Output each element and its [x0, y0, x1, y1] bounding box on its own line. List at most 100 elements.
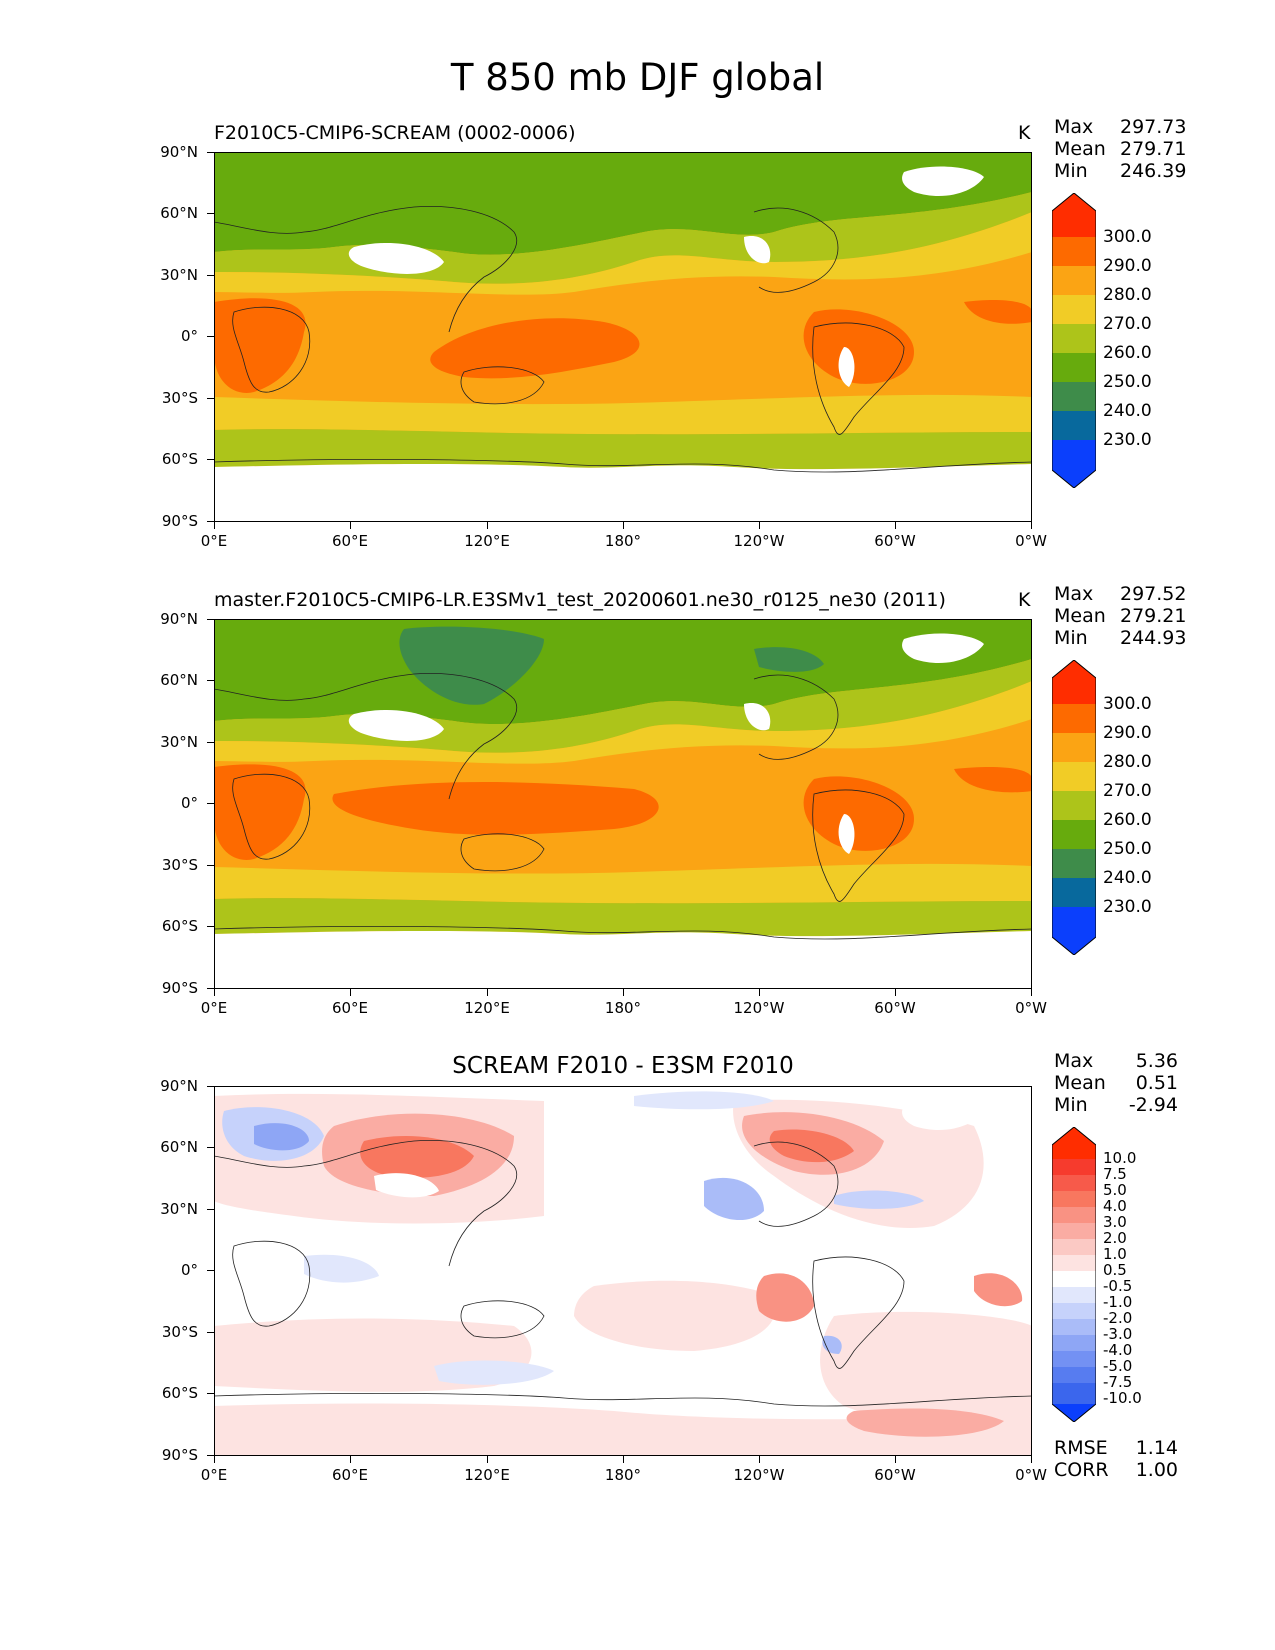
colorbar [1052, 1127, 1096, 1422]
colorbar-tick: 1.0 [1103, 1245, 1127, 1263]
y-tick-mark [207, 1147, 214, 1148]
colorbar-tick: -3.0 [1103, 1325, 1133, 1343]
x-tick-label: 180° [604, 1466, 642, 1484]
y-tick-label: 30°S [161, 389, 198, 407]
max-label: Max [1054, 1050, 1094, 1072]
y-tick-mark [207, 988, 214, 989]
mean-label: Mean [1054, 138, 1106, 160]
y-tick-label: 30°S [161, 1323, 198, 1341]
y-tick-mark [207, 459, 214, 460]
difference-map [214, 1086, 1032, 1456]
y-tick-mark [207, 398, 214, 399]
colorbar-tick: -1.0 [1103, 1293, 1133, 1311]
x-tick-mark [759, 1456, 760, 1463]
x-tick-mark [487, 989, 488, 996]
y-tick-mark [207, 680, 214, 681]
x-tick-mark [214, 1456, 215, 1463]
colorbar-tick: -7.5 [1103, 1373, 1133, 1391]
y-tick-label: 30°N [160, 266, 198, 284]
panel-title: SCREAM F2010 - E3SM F2010 [452, 1053, 794, 1079]
colorbar-tick: 290.0 [1103, 256, 1152, 276]
x-tick-mark [350, 1456, 351, 1463]
max-value: 297.52 [1120, 583, 1187, 605]
temperature-map [214, 152, 1032, 522]
max-value: 5.36 [1135, 1050, 1178, 1072]
x-tick-mark [623, 522, 624, 529]
x-tick-label: 60°W [874, 1466, 916, 1484]
max-label: Max [1054, 583, 1094, 605]
colorbar-tick: 250.0 [1103, 839, 1152, 859]
y-tick-label: 90°N [160, 1077, 198, 1095]
max-label: Max [1054, 116, 1094, 138]
colorbar-tick: 250.0 [1103, 372, 1152, 392]
y-tick-label: 90°S [161, 979, 198, 997]
colorbar-tick: 270.0 [1103, 314, 1152, 334]
colorbar-tick: 7.5 [1103, 1165, 1127, 1183]
y-tick-mark [207, 803, 214, 804]
y-tick-label: 60°S [161, 917, 198, 935]
colorbar-tick: 260.0 [1103, 810, 1152, 830]
x-tick-mark [1031, 522, 1032, 529]
min-value: 244.93 [1120, 627, 1187, 649]
mean-label: Mean [1054, 1072, 1106, 1094]
min-value: -2.94 [1128, 1094, 1178, 1116]
y-tick-label: 60°S [161, 450, 198, 468]
y-tick-mark [207, 213, 214, 214]
colorbar-tick: 240.0 [1103, 868, 1152, 888]
colorbar-tick: 10.0 [1103, 1149, 1137, 1167]
figure-title: T 850 mb DJF global [450, 56, 825, 99]
y-tick-mark [207, 1455, 214, 1456]
y-tick-mark [207, 152, 214, 153]
colorbar-tick: 270.0 [1103, 781, 1152, 801]
x-tick-mark [350, 522, 351, 529]
y-tick-label: 60°N [160, 671, 198, 689]
x-tick-mark [895, 522, 896, 529]
colorbar-tick: 280.0 [1103, 752, 1152, 772]
x-tick-label: 60°E [331, 1466, 369, 1484]
x-tick-label: 180° [604, 999, 642, 1017]
y-tick-mark [207, 1086, 214, 1087]
y-tick-mark [207, 865, 214, 866]
x-tick-mark [759, 522, 760, 529]
colorbar-tick: -2.0 [1103, 1309, 1133, 1327]
colorbar-tick: 260.0 [1103, 343, 1152, 363]
units-label: K [1018, 122, 1031, 144]
x-tick-mark [214, 522, 215, 529]
y-tick-mark [207, 926, 214, 927]
x-tick-mark [1031, 1456, 1032, 1463]
x-tick-label: 60°E [331, 999, 369, 1017]
x-tick-mark [1031, 989, 1032, 996]
x-tick-label: 180° [604, 532, 642, 550]
mean-value: 279.71 [1120, 138, 1187, 160]
rmse-label: RMSE [1054, 1437, 1108, 1459]
min-label: Min [1054, 627, 1088, 649]
colorbar-tick: 230.0 [1103, 430, 1152, 450]
x-tick-mark [487, 522, 488, 529]
x-tick-label: 120°E [464, 999, 510, 1017]
x-tick-label: 60°E [331, 532, 369, 550]
colorbar-tick: 240.0 [1103, 401, 1152, 421]
colorbar-tick: 0.5 [1103, 1261, 1127, 1279]
y-tick-label: 0° [180, 1261, 198, 1279]
colorbar-tick: 3.0 [1103, 1213, 1127, 1231]
x-tick-mark [623, 1456, 624, 1463]
colorbar [1052, 193, 1096, 488]
colorbar-tick: 4.0 [1103, 1197, 1127, 1215]
x-tick-label: 0°W [1015, 532, 1047, 550]
units-label: K [1018, 589, 1031, 611]
y-tick-mark [207, 1332, 214, 1333]
max-value: 297.73 [1120, 116, 1187, 138]
x-tick-mark [623, 989, 624, 996]
colorbar-tick: 290.0 [1103, 723, 1152, 743]
x-tick-label: 120°E [464, 532, 510, 550]
colorbar-tick: -5.0 [1103, 1357, 1133, 1375]
y-tick-mark [207, 275, 214, 276]
x-tick-mark [895, 989, 896, 996]
rmse-value: 1.14 [1135, 1437, 1178, 1459]
x-tick-label: 60°W [874, 999, 916, 1017]
mean-label: Mean [1054, 605, 1106, 627]
panel-title: F2010C5-CMIP6-SCREAM (0002-0006) [214, 122, 576, 144]
y-tick-label: 60°N [160, 1138, 198, 1156]
x-tick-label: 120°W [733, 999, 785, 1017]
y-tick-mark [207, 1270, 214, 1271]
